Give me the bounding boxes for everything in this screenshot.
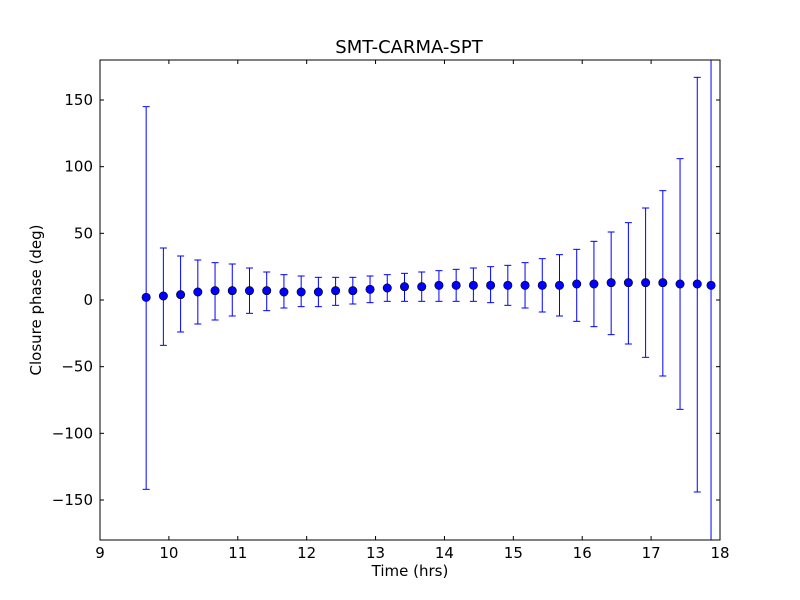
x-tick-label: 13 bbox=[366, 544, 385, 562]
data-point bbox=[554, 280, 564, 290]
data-point bbox=[331, 286, 341, 296]
data-point bbox=[520, 280, 530, 290]
data-point bbox=[193, 287, 203, 297]
data-point bbox=[503, 280, 513, 290]
data-point bbox=[279, 287, 289, 297]
data-point bbox=[641, 278, 651, 288]
y-axis-label: Closure phase (deg) bbox=[27, 225, 45, 376]
data-point bbox=[313, 287, 323, 297]
y-tick-label: 0 bbox=[83, 291, 93, 309]
x-tick-label: 11 bbox=[228, 544, 247, 562]
data-point bbox=[141, 292, 151, 302]
axis-ticks: 9 10 11 12 13 14 15 16 17 18 −150 −100 −50 0 50 100 150 bbox=[52, 60, 730, 562]
data-point bbox=[658, 278, 668, 288]
data-point bbox=[572, 279, 582, 289]
x-tick-label: 9 bbox=[95, 544, 105, 562]
data-point bbox=[417, 282, 427, 292]
data-point bbox=[623, 278, 633, 288]
x-tick-label: 17 bbox=[642, 544, 661, 562]
chart-title: SMT-CARMA-SPT bbox=[335, 37, 483, 58]
data-point bbox=[382, 283, 392, 293]
x-axis-label: Time (hrs) bbox=[371, 562, 449, 580]
x-tick-label: 14 bbox=[435, 544, 454, 562]
plot-frame bbox=[99, 59, 721, 541]
data-point bbox=[537, 280, 547, 290]
data-point bbox=[227, 286, 237, 296]
data-point bbox=[451, 280, 461, 290]
y-tick-label: 50 bbox=[74, 224, 93, 242]
data-point bbox=[158, 291, 168, 301]
data-point bbox=[589, 279, 599, 289]
data-point bbox=[692, 279, 702, 289]
x-tick-label: 10 bbox=[159, 544, 178, 562]
data-point bbox=[486, 280, 496, 290]
y-tick-label: −50 bbox=[61, 358, 93, 376]
data-point bbox=[606, 278, 616, 288]
y-tick-label: −100 bbox=[52, 424, 93, 442]
x-tick-label: 15 bbox=[504, 544, 523, 562]
x-tick-label: 12 bbox=[297, 544, 316, 562]
data-point bbox=[262, 286, 272, 296]
data-point bbox=[434, 280, 444, 290]
data-point bbox=[210, 286, 220, 296]
data-group bbox=[141, 60, 716, 540]
y-tick-label: −150 bbox=[52, 491, 93, 509]
data-point bbox=[468, 280, 478, 290]
data-point bbox=[176, 290, 186, 300]
data-point bbox=[706, 280, 716, 290]
y-tick-label: 150 bbox=[64, 91, 93, 109]
data-point bbox=[365, 284, 375, 294]
data-point bbox=[348, 286, 358, 296]
data-point bbox=[244, 286, 254, 296]
plot-area bbox=[141, 60, 716, 540]
x-tick-label: 16 bbox=[573, 544, 592, 562]
data-point bbox=[675, 279, 685, 289]
data-point bbox=[296, 287, 306, 297]
x-tick-label: 18 bbox=[710, 544, 729, 562]
y-tick-label: 100 bbox=[64, 158, 93, 176]
data-point bbox=[399, 282, 409, 292]
